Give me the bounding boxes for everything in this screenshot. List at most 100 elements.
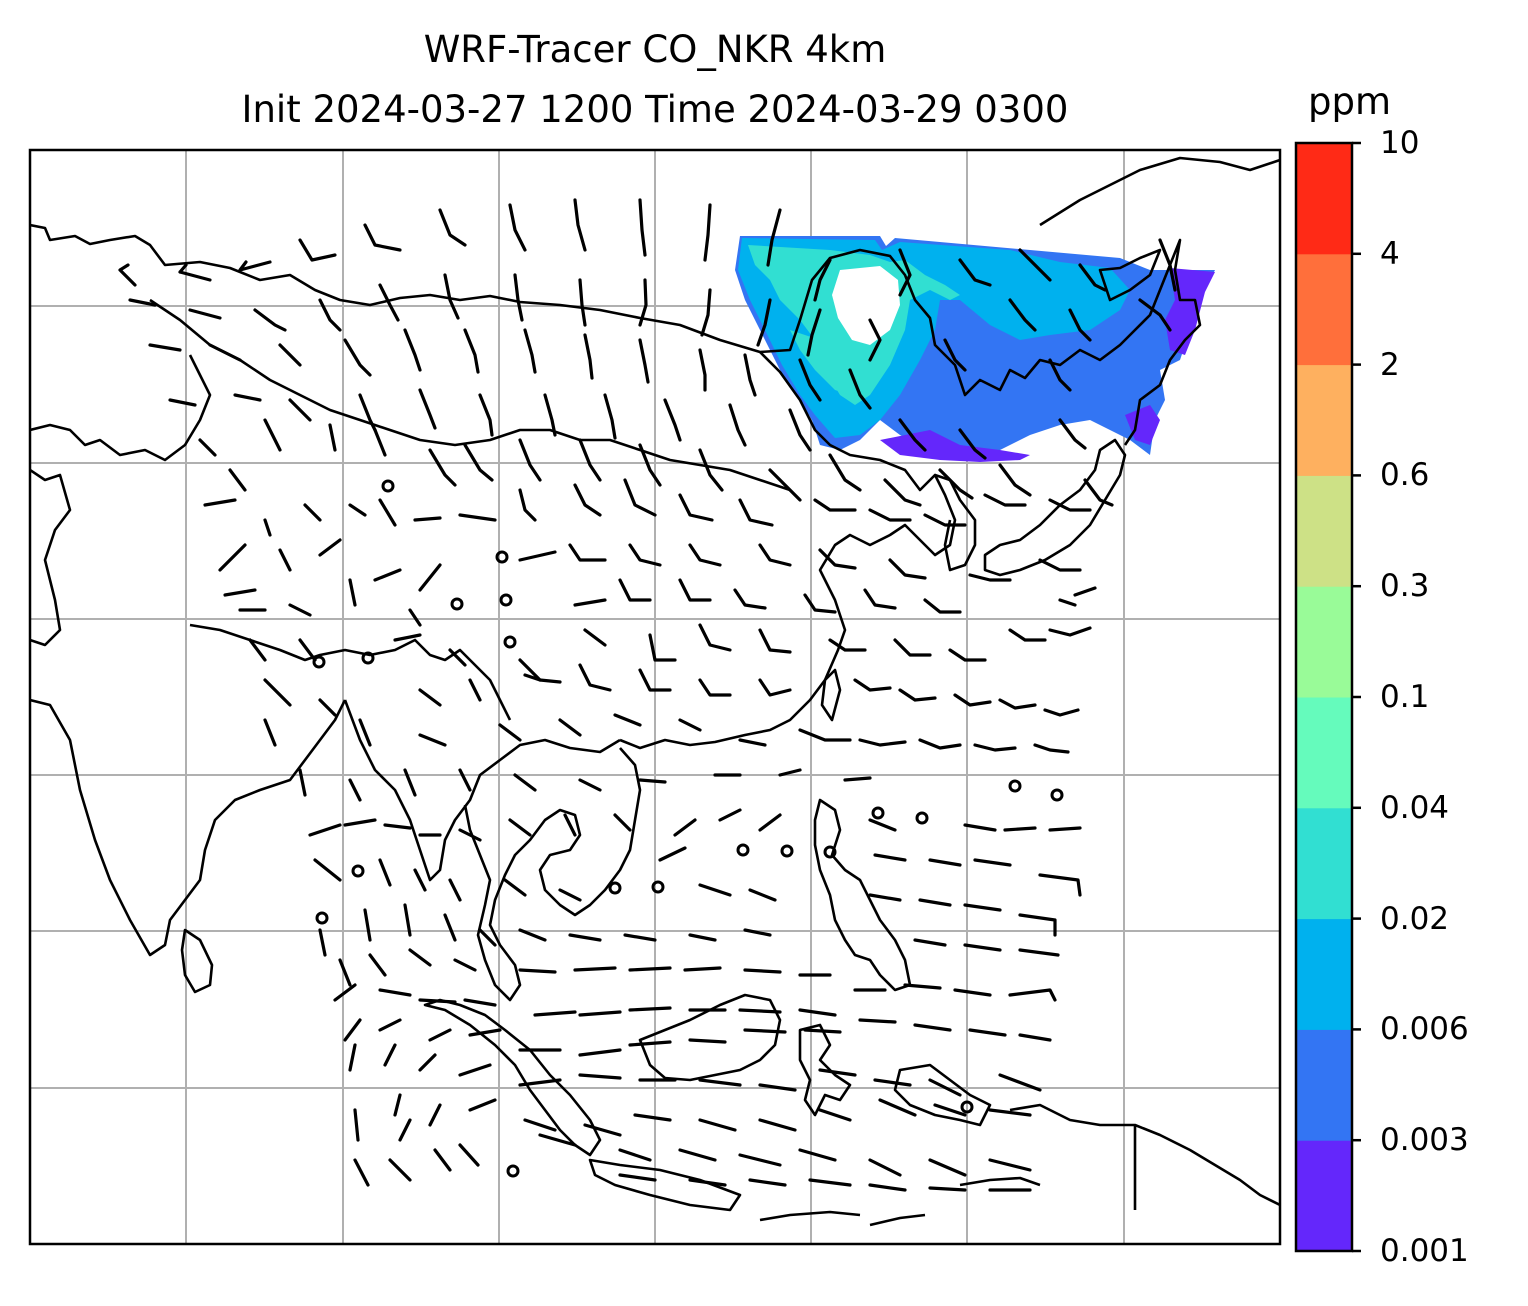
wind-barb xyxy=(798,728,852,742)
colorbar-unit-label: ppm xyxy=(1308,80,1392,123)
wind-barb xyxy=(418,998,457,1004)
wind-barb xyxy=(798,1008,837,1017)
wind-barb xyxy=(1158,238,1177,292)
colorbar-swatch xyxy=(1296,475,1352,587)
wind-barb xyxy=(743,353,757,397)
wind-barb xyxy=(678,493,714,522)
wind-barb xyxy=(348,778,362,802)
wind-barb xyxy=(918,898,952,907)
colorbar-swatch xyxy=(1296,253,1352,366)
calm-circle xyxy=(960,1100,974,1114)
calm-circle xyxy=(450,597,464,611)
wind-barb xyxy=(518,968,557,974)
wind-barb xyxy=(578,1010,622,1017)
wind-barb xyxy=(558,888,582,902)
wind-barb xyxy=(543,393,557,437)
wind-barb xyxy=(188,308,222,320)
wind-barb xyxy=(433,1148,452,1172)
wind-barb xyxy=(313,858,342,882)
wind-barb xyxy=(698,678,732,697)
wind-barb xyxy=(973,743,1017,752)
wind-barb xyxy=(228,468,247,492)
colorbar-swatch xyxy=(1296,918,1352,1030)
wind-barb xyxy=(518,658,542,682)
coast-central-asia-border xyxy=(149,298,791,492)
wind-barb xyxy=(298,238,337,262)
wind-barb xyxy=(698,1118,737,1132)
wind-barb xyxy=(508,818,532,837)
wind-barb xyxy=(463,328,480,374)
wind-barb xyxy=(678,1148,717,1162)
colorbar-tick-label: 4 xyxy=(1380,235,1400,272)
wind-barb xyxy=(1058,598,1077,607)
wind-barb xyxy=(1048,826,1082,832)
wind-barb xyxy=(733,588,767,610)
wind-barb xyxy=(378,283,400,322)
wind-barb xyxy=(353,1158,370,1187)
wind-barb xyxy=(928,1158,967,1177)
calm-circle xyxy=(651,880,665,894)
wind-barb xyxy=(298,768,307,797)
wind-barb xyxy=(813,258,832,302)
calm-circle xyxy=(312,655,326,669)
wind-barb xyxy=(638,443,662,487)
wind-barb xyxy=(918,738,962,750)
wind-barb xyxy=(803,593,837,614)
wind-barb xyxy=(973,858,1012,867)
colorbar-swatch xyxy=(1296,1029,1352,1141)
wind-barb xyxy=(393,1093,402,1117)
wind-barb xyxy=(1018,248,1052,282)
wind-barb xyxy=(348,578,357,607)
colorbar-tick-label: 0.006 xyxy=(1380,1011,1469,1048)
wind-barb xyxy=(743,1028,787,1034)
plume-south-fringe xyxy=(880,430,1030,462)
wind-barb xyxy=(698,1078,742,1087)
wind-barb xyxy=(963,823,997,832)
wind-barb xyxy=(818,548,857,570)
wind-barb xyxy=(868,893,902,902)
wind-barb xyxy=(818,1108,852,1122)
calm-circle xyxy=(351,864,365,878)
wind-barb xyxy=(378,988,412,997)
wind-barb xyxy=(948,648,987,662)
wind-barb xyxy=(318,298,342,332)
wind-barb xyxy=(223,588,257,597)
wind-barb xyxy=(418,688,442,707)
colorbar-tick-label: 0.001 xyxy=(1380,1233,1469,1269)
calm-circle xyxy=(915,811,929,825)
wind-barb xyxy=(868,1183,907,1192)
coast-philippines xyxy=(813,798,912,992)
wind-barb xyxy=(453,958,477,972)
wind-barb xyxy=(913,938,947,947)
wind-barb xyxy=(1008,298,1037,332)
wind-barb xyxy=(418,733,447,747)
calm-circle xyxy=(736,843,750,857)
wind-barb xyxy=(253,308,287,332)
wind-barb xyxy=(633,1113,672,1122)
wind-barb xyxy=(403,328,422,372)
calm-circle xyxy=(871,806,885,820)
wind-barb xyxy=(478,928,497,947)
wind-barb xyxy=(458,1143,480,1167)
coast-srilanka xyxy=(180,928,214,994)
wind-barb xyxy=(748,1178,787,1187)
wind-barb xyxy=(1008,628,1047,642)
wind-barb xyxy=(1043,708,1080,717)
wind-barb xyxy=(383,823,412,830)
wind-barb xyxy=(203,498,237,507)
calm-circle xyxy=(780,844,794,858)
wind-barb xyxy=(703,203,712,262)
wind-barb xyxy=(578,438,602,482)
wind-barb xyxy=(803,1028,842,1034)
wind-barb xyxy=(998,698,1037,710)
wind-barb xyxy=(208,343,242,362)
wind-barb xyxy=(903,983,942,990)
wind-barb xyxy=(618,578,652,602)
calm-circle xyxy=(503,635,517,649)
coast-sumatra xyxy=(423,998,602,1157)
wind-barb xyxy=(403,768,417,797)
wind-barb xyxy=(858,738,907,747)
wind-barb xyxy=(983,493,1027,507)
wind-barb xyxy=(828,453,862,492)
